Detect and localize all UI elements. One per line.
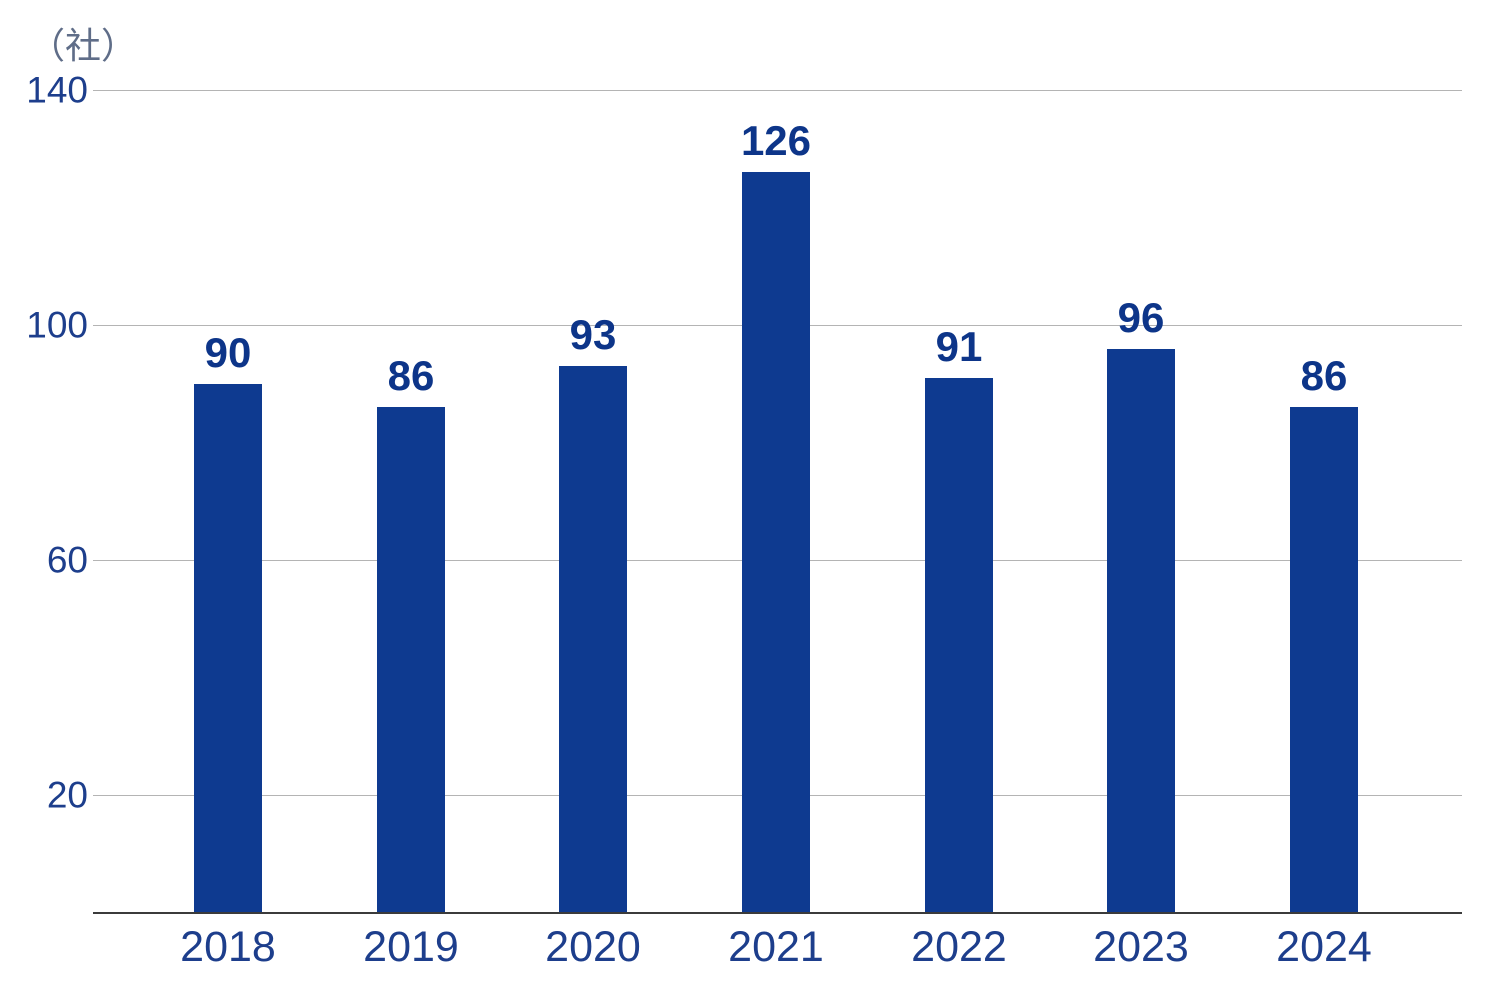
x-axis-line [93, 912, 1462, 914]
bar-value-label: 86 [387, 352, 435, 399]
bar [377, 407, 445, 913]
bar [1290, 407, 1358, 913]
bar-value-label: 90 [204, 329, 252, 376]
y-tick-label: 60 [46, 539, 88, 581]
bar-value-label: 96 [1117, 294, 1165, 341]
bar-value-label: 126 [740, 117, 812, 164]
bar [742, 172, 810, 913]
bar [925, 378, 993, 913]
x-axis-label: 2022 [911, 923, 1007, 971]
x-axis-label: 2019 [363, 923, 459, 971]
y-tick-label: 20 [46, 774, 88, 816]
bar-value-label: 91 [935, 323, 983, 370]
bar [194, 384, 262, 913]
x-axis-label: 2021 [728, 923, 824, 971]
x-axis-label: 2020 [545, 923, 641, 971]
bar [559, 366, 627, 913]
x-axis-label: 2018 [180, 923, 276, 971]
gridline [93, 90, 1462, 91]
bar-value-label: 86 [1300, 352, 1348, 399]
y-tick-label: 100 [26, 304, 88, 346]
y-tick-label: 140 [26, 69, 88, 111]
bar-value-label: 93 [569, 311, 617, 358]
bar [1107, 349, 1175, 913]
x-axis-label: 2023 [1093, 923, 1189, 971]
y-axis-unit-label: （社） [29, 25, 138, 66]
x-axis-label: 2024 [1276, 923, 1372, 971]
